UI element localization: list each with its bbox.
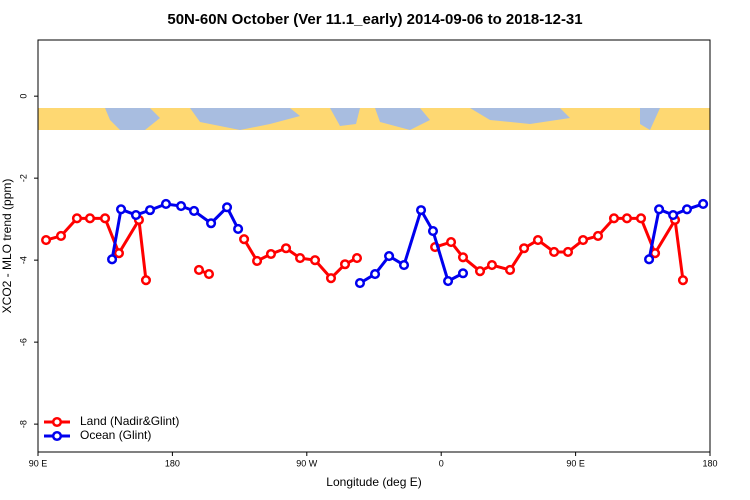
point bbox=[113, 248, 124, 259]
map-band bbox=[38, 108, 710, 130]
point bbox=[549, 246, 560, 257]
point bbox=[203, 269, 215, 280]
point bbox=[130, 209, 142, 221]
point bbox=[189, 205, 200, 216]
x-axis-label: Longitude (deg E) bbox=[326, 475, 421, 489]
x-tick-label: 0 bbox=[439, 458, 444, 468]
x-tick-label: 180 bbox=[165, 458, 180, 468]
point bbox=[369, 269, 381, 280]
point bbox=[222, 202, 233, 213]
point bbox=[457, 268, 469, 279]
x-tick-label: 180 bbox=[702, 458, 717, 468]
point bbox=[176, 200, 187, 212]
point bbox=[354, 278, 366, 289]
legend-marker bbox=[51, 430, 63, 442]
point bbox=[443, 276, 454, 287]
legend-label: Land (Nadir&Glint) bbox=[80, 414, 179, 428]
y-tick-label: -2 bbox=[18, 174, 28, 182]
point bbox=[668, 209, 679, 221]
point bbox=[339, 259, 351, 270]
point bbox=[144, 205, 156, 216]
point bbox=[239, 234, 250, 245]
point bbox=[578, 235, 589, 246]
point bbox=[71, 213, 83, 224]
y-tick-label: -4 bbox=[18, 256, 28, 264]
point bbox=[446, 237, 457, 248]
point bbox=[107, 254, 118, 265]
point bbox=[233, 223, 244, 235]
y-tick-label: -6 bbox=[18, 338, 28, 346]
point bbox=[265, 248, 277, 260]
point bbox=[41, 235, 52, 246]
point bbox=[654, 204, 665, 215]
point bbox=[562, 246, 574, 257]
legend-label: Ocean (Glint) bbox=[80, 428, 151, 442]
point bbox=[160, 198, 172, 210]
point bbox=[252, 255, 263, 267]
point bbox=[677, 275, 689, 286]
y-tick-label: -8 bbox=[18, 420, 28, 428]
point bbox=[635, 213, 647, 224]
point bbox=[280, 243, 292, 254]
chart-title: 50N-60N October (Ver 11.1_early) 2014-09… bbox=[167, 11, 582, 28]
point bbox=[100, 213, 111, 224]
point bbox=[457, 252, 469, 263]
point bbox=[644, 254, 655, 265]
point bbox=[84, 213, 96, 224]
point bbox=[592, 230, 604, 242]
legend-marker bbox=[51, 416, 63, 428]
point bbox=[325, 273, 337, 284]
point bbox=[351, 253, 363, 264]
point bbox=[398, 260, 410, 271]
series-line bbox=[45, 215, 685, 281]
point bbox=[115, 204, 127, 215]
x-tick-label: 90 E bbox=[566, 458, 585, 468]
point bbox=[295, 253, 306, 264]
point bbox=[621, 213, 633, 224]
point bbox=[608, 213, 620, 224]
point bbox=[206, 218, 217, 229]
point bbox=[55, 230, 67, 242]
point bbox=[427, 225, 439, 237]
point bbox=[486, 260, 498, 271]
point bbox=[384, 250, 395, 262]
x-tick-label: 90 W bbox=[296, 458, 318, 468]
point bbox=[681, 204, 693, 215]
point bbox=[415, 205, 427, 216]
point bbox=[698, 198, 709, 210]
x-tick-label: 90 E bbox=[29, 458, 48, 468]
y-tick-label: 0 bbox=[18, 94, 28, 99]
point bbox=[140, 275, 152, 286]
point bbox=[474, 266, 486, 277]
point bbox=[504, 264, 516, 276]
point bbox=[309, 255, 321, 266]
point bbox=[193, 264, 205, 276]
point bbox=[532, 235, 544, 246]
plot-frame bbox=[37, 39, 711, 453]
y-axis-label: XCO2 - MLO trend (ppm) bbox=[0, 179, 14, 314]
point bbox=[519, 243, 530, 254]
